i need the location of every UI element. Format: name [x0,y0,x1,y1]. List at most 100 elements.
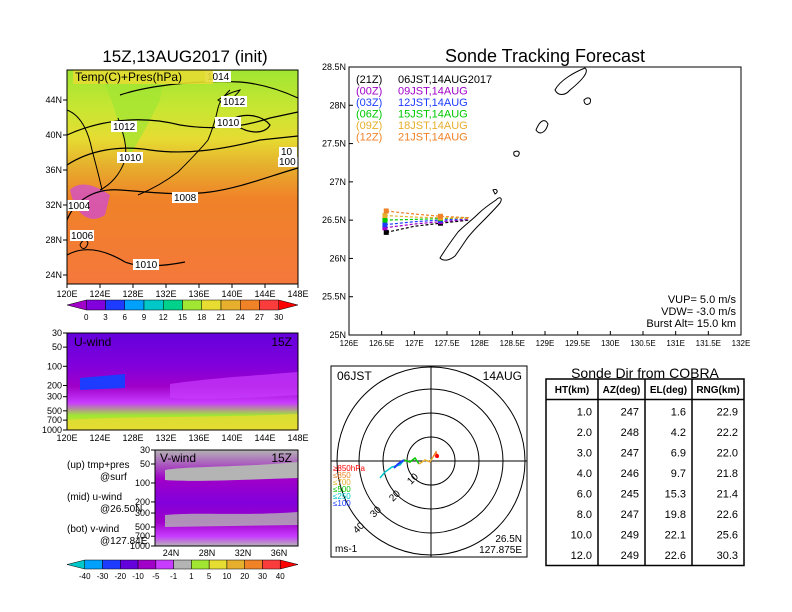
okinawa-island [439,197,502,261]
table-cell: 22.9 [717,407,738,419]
isobar-label: 1012 [113,122,136,133]
track-lat-tick: 26.5N [322,215,346,225]
track-line [386,219,470,233]
table-cell: 12.0 [571,550,592,562]
vwind-panel: V-wind 15Z [154,449,299,547]
vwind-band2 [165,512,298,527]
vwind-ytick: 700 [135,531,150,541]
colorbar-tick: 3 [103,313,108,322]
track-point [382,217,388,223]
map-lat-tick: 28N [45,235,62,245]
track-map [348,66,742,336]
colorbar-tick: 0 [84,313,89,322]
track-line [384,218,470,229]
isobar-label-box [70,230,94,241]
vwind-band [165,462,298,481]
polar-lon: 127.875E [479,545,522,556]
isobar-label-box [117,152,143,163]
param-burst: Burst Alt= 15.0 km [646,318,736,330]
track-point [382,222,388,228]
legend-time: 21JST,14AUG [398,132,468,144]
colorbar-tick: 6 [123,313,128,322]
uwind-ytick: 700 [47,415,62,425]
track-point [383,208,389,214]
colorbar-tick: 15 [178,313,187,322]
legend-code: (21Z) [356,74,382,86]
wind-colorbar-swatch [279,559,299,570]
note-mid: (mid) u-wind [67,492,122,503]
isobar-label: 1004 [68,201,91,212]
isobar-label: 1014 [207,72,230,83]
table-cell: 247 [621,448,639,460]
table-cell: 247 [621,407,639,419]
table-cell: 25.6 [717,530,738,542]
isobar-label-box [279,147,297,157]
track-point [382,213,388,219]
table-cell: 22.0 [717,448,738,460]
map-lon-ticks: 120E 124E 128E 132E 136E 140E 144E 148E [56,284,309,299]
map-lon-tick: 124E [89,289,110,299]
isobar-label-box [221,96,247,107]
small-island [492,189,498,195]
wind-colorbar-swatch [208,559,228,570]
table-cell: 4.0 [577,468,592,480]
isobar-labels: 1014 1012 1012 1010 1010 1008 1004 1006 … [67,71,298,271]
legend-time: 06JST,14AUG2017 [398,74,492,86]
hodo-100 [393,459,405,469]
track-lon-ticks: 126E 126.5E 127E 127.5E 128E 128.5E 129E 129.5E… [340,331,750,348]
map-lon-tick: 140E [221,289,242,299]
track-lat-tick: 27N [329,177,346,187]
vwind-xtick: 24N [163,548,180,558]
vwind-xtick: 28N [199,548,216,558]
polar-level: ≤700 [333,478,351,487]
wind-colorbar-tick: -5 [152,572,160,581]
map-lon-tick: 128E [122,289,143,299]
track-lon-tick: 131E [666,339,685,348]
isobar-label-box [133,259,159,270]
note-mid2: @26.50N [100,504,142,515]
wind-colorbar-tick: 1 [189,572,194,581]
table-cell: 249 [621,550,639,562]
isobar-label-box [215,117,241,128]
wind-colorbar-swatch [155,559,174,570]
uwind-ytick: 50 [52,342,62,352]
colorbar-swatch [220,299,241,311]
temp-field [67,70,298,284]
wind-colorbar-swatch [84,559,103,570]
colorbar-swatch [259,299,279,311]
vwind-time: 15Z [271,451,292,465]
colorbar-tick: 21 [217,313,226,322]
isobar-label: 1010 [135,260,158,271]
vwind-ytick: 30 [140,445,150,455]
temp-colorbar: 0 3 6 9 12 15 18 21 24 27 30 [66,299,299,322]
legend-code: (06Z) [356,109,382,121]
uwind-xtick: 136E [188,433,209,443]
isobar-label: 1010 [119,153,142,164]
temp-map: 1014 1012 1012 1010 1010 1008 1004 1006 … [66,69,299,285]
coast-taiwan [79,239,89,249]
table-cell: 22.2 [717,427,738,439]
wind-colorbar-tick: 20 [240,572,249,581]
wind-colorbar-swatch [226,559,245,570]
param-vup: VUP= 5.0 m/s [668,294,737,306]
polar-level: ≤100 [333,499,351,508]
uwind-xtick: 140E [221,433,242,443]
table-header: AZ(deg) [603,385,641,396]
wind-colorbar-tick: -1 [170,572,178,581]
polar-unit: ms-1 [335,544,358,555]
vwind-frame [154,449,299,547]
map-lat-tick: 24N [45,270,62,280]
map-lat-tick: 36N [45,165,62,175]
uwind-ytick: 300 [47,392,62,402]
note-up: (up) tmp+pres [67,460,130,471]
track-point [382,225,388,231]
wind-colorbar-swatch [66,559,86,570]
colorbar-swatch [105,299,125,311]
wind-colorbar-tick: 10 [222,572,231,581]
map-lon-tick: 148E [287,289,308,299]
track-params: VUP= 5.0 m/s VDW= -3.0 m/s Burst Alt= 15… [646,294,736,330]
table-cell: 15.3 [665,489,686,501]
track-point [437,213,443,219]
isobars [66,80,299,267]
wind-colorbar-swatch [137,559,157,570]
